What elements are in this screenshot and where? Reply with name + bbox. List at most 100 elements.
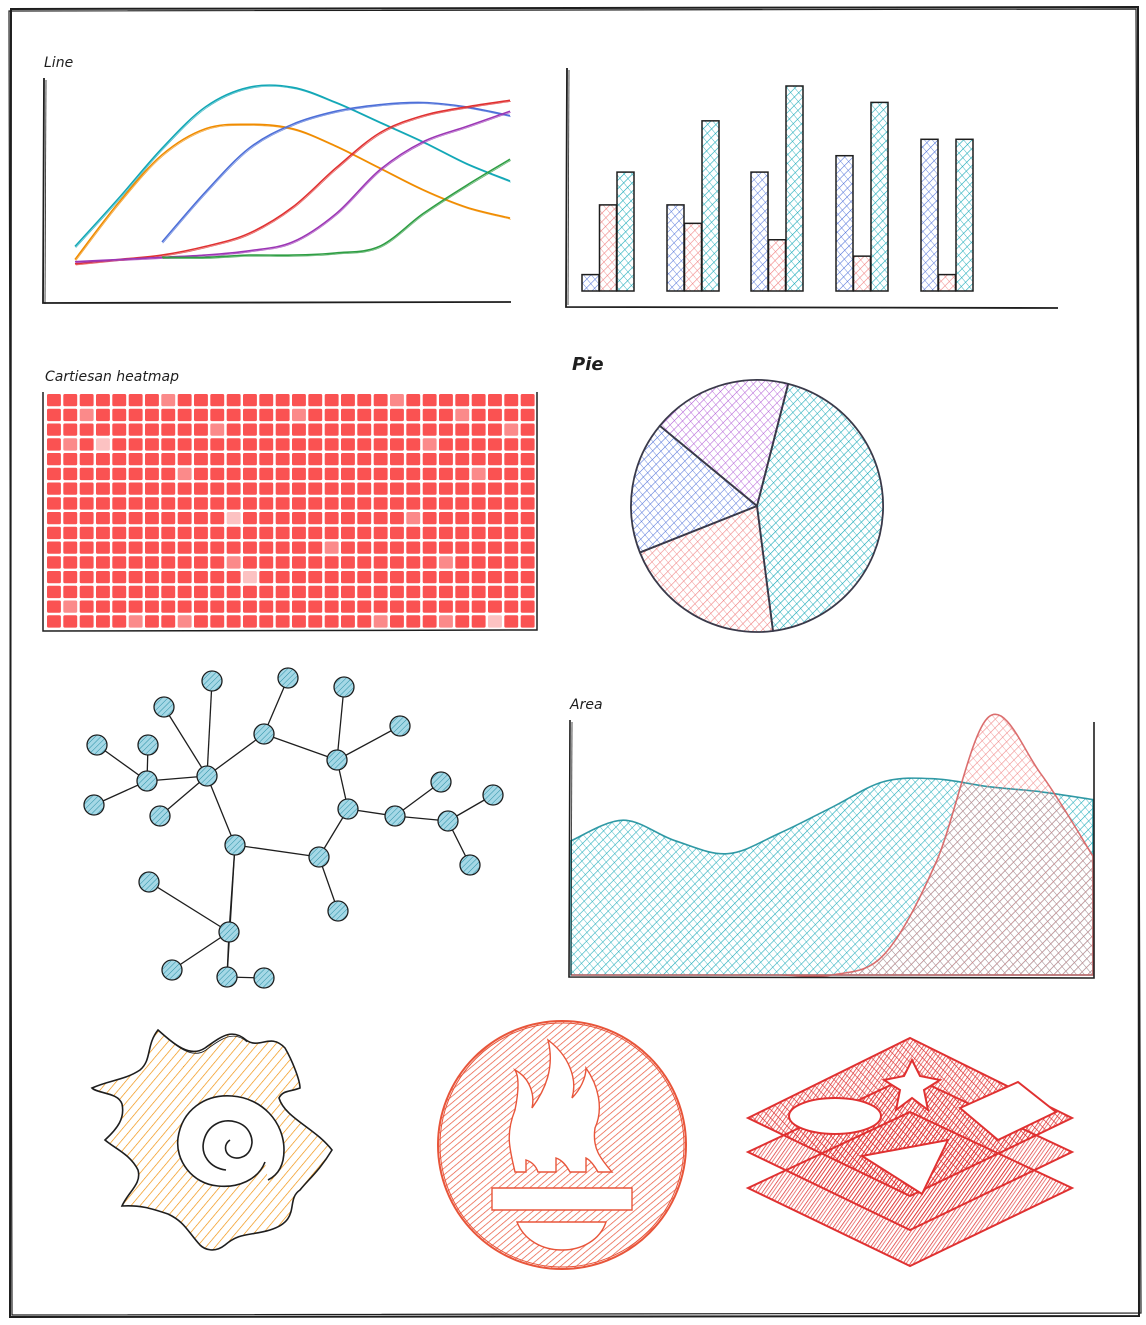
heatmap-cell (259, 600, 274, 613)
network-node (201, 670, 223, 692)
heatmap-cell (373, 467, 388, 481)
line-series-1-sketch (75, 85, 511, 248)
network-node (253, 723, 275, 745)
heatmap-cell (504, 408, 519, 422)
heatmap-cell (226, 526, 241, 540)
heatmap-cell (373, 512, 388, 525)
heatmap-cell (292, 585, 306, 599)
heatmap-cell (406, 394, 421, 407)
heatmap-title: Cartiesan heatmap (45, 369, 179, 385)
heatmap-cell (439, 482, 453, 495)
heatmap-cell (63, 394, 78, 407)
heatmap-cell (341, 497, 355, 510)
heatmap-cell (439, 556, 453, 569)
line-chart-title: Line (44, 55, 73, 71)
heatmap-cell (341, 467, 355, 481)
heatmap-cell (324, 467, 339, 481)
network-node (308, 846, 330, 868)
heatmap-cell (455, 482, 470, 495)
heatmap-cell (324, 497, 339, 510)
pie-slice-1-outline (756, 383, 885, 632)
heatmap-cell (226, 497, 241, 510)
heatmap-cell (308, 482, 323, 495)
heatmap-cell (243, 512, 257, 525)
heatmap-cell (324, 453, 339, 466)
heatmap-cell (177, 467, 192, 481)
heatmap-cell (96, 526, 110, 540)
layered-stack-logo (745, 1036, 1075, 1268)
heatmap-cell (79, 541, 94, 554)
heatmap-cell (259, 615, 274, 628)
network-node (137, 734, 159, 756)
heatmap-cell (341, 408, 355, 422)
heatmap-cell (390, 541, 404, 554)
heatmap-cell (488, 541, 502, 554)
heatmap-cell (406, 497, 421, 510)
heatmap-cell (357, 408, 372, 422)
heatmap-cell (47, 556, 61, 569)
heatmap-cell (357, 497, 372, 510)
heatmap-cell (79, 512, 94, 525)
heatmap-cell (145, 585, 159, 599)
network-node (161, 959, 183, 981)
heatmap-cell (96, 482, 110, 495)
heatmap-cell (504, 615, 519, 628)
heatmap-cell (308, 556, 323, 569)
heatmap-cell (177, 541, 192, 554)
heatmap-cell (194, 600, 208, 613)
heatmap-cell (341, 541, 355, 554)
heatmap-cell (373, 571, 388, 584)
heatmap-cell (406, 438, 421, 451)
bar-4-2-outline (852, 255, 872, 292)
heatmap-cell (96, 497, 110, 510)
heatmap-cell (292, 438, 306, 451)
heatmap-cell (406, 571, 421, 584)
heatmap-cell (488, 453, 502, 466)
heatmap-cell (194, 453, 208, 466)
heatmap-cells-group (47, 394, 535, 628)
heatmap-cell (275, 526, 290, 540)
heatmap-cell (357, 438, 372, 451)
heatmap-cell (341, 482, 355, 495)
heatmap-cell (422, 438, 437, 451)
network-node (430, 771, 452, 793)
network-node (253, 967, 275, 989)
heatmap-cell (243, 526, 257, 540)
heatmap-cell (292, 556, 306, 569)
network-node (149, 805, 171, 827)
heatmap-cell (406, 585, 421, 599)
heatmap-cell (47, 438, 61, 451)
heatmap-cell (226, 541, 241, 554)
heatmap-cell (504, 571, 519, 584)
heatmap-cell (324, 556, 339, 569)
heatmap-cell (275, 585, 290, 599)
heatmap-cell (128, 438, 143, 451)
network-node (224, 834, 246, 856)
heatmap-cell (112, 526, 127, 540)
heatmap-cell (520, 497, 535, 510)
heatmap-cell (79, 585, 94, 599)
heatmap-cell (177, 615, 192, 628)
heatmap-cell (63, 497, 78, 510)
bar-2-3-outline (701, 120, 720, 292)
line-series-6-sketch (162, 160, 511, 260)
heatmap-cell (112, 497, 127, 510)
heatmap-chart: Cartiesan heatmap (42, 369, 538, 632)
heatmap-cell (96, 453, 110, 466)
bar-3-3-outline (785, 85, 804, 292)
heatmap-cell (259, 556, 274, 569)
pie-title: Pie (572, 354, 604, 375)
heatmap-cell (471, 394, 486, 407)
heatmap-cell (324, 585, 339, 599)
bar-marks-group (581, 85, 974, 292)
heatmap-cell (210, 600, 225, 613)
heatmap-cell (357, 526, 372, 540)
heatmap-cell (259, 408, 274, 422)
network-node (196, 765, 218, 787)
heatmap-cell (471, 438, 486, 451)
heatmap-cell (373, 394, 388, 407)
heatmap-cell (112, 615, 127, 628)
heatmap-cell (439, 394, 453, 407)
heatmap-cell (177, 571, 192, 584)
heatmap-cell (422, 497, 437, 510)
